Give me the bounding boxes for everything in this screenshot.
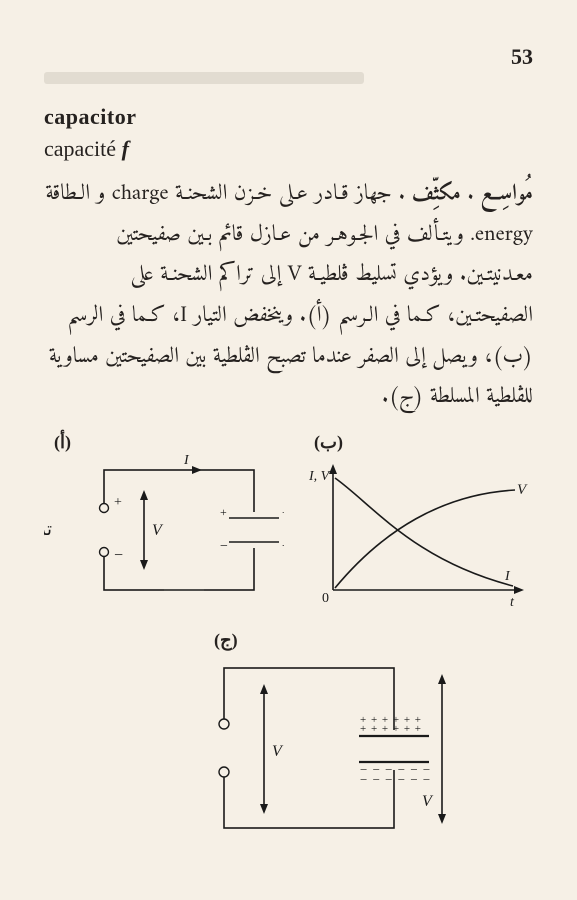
arabic-headword-1: مُواسِع (481, 174, 533, 213)
i-curve-label: I (504, 569, 511, 584)
svg-text:−: − (282, 539, 284, 554)
headword-french-gender: f (122, 136, 129, 161)
svg-text:−: − (220, 539, 228, 554)
origin-label: 0 (322, 591, 329, 606)
fig-c-label: (ج) (214, 630, 238, 651)
t-axis-label: t (510, 595, 515, 610)
header-smudge (44, 72, 364, 84)
i-label-a: I (183, 453, 190, 468)
v-right-c: V (422, 793, 434, 810)
svg-text:+: + (220, 505, 227, 519)
svg-text:− − − − − −: − − − − − − (360, 772, 431, 787)
definition-paragraph: مُواسِع . مكثِّف . جهاز قـادر عـلى خـزن … (44, 174, 533, 418)
page-number: 53 (511, 44, 533, 70)
fig-a-svg: + − + + − − V I تزويد (44, 450, 284, 620)
v-label-a: V (152, 522, 164, 539)
svg-text:+ + + + + +: + + + + + + (360, 714, 422, 726)
v-curve-label: V (517, 482, 528, 498)
minus-sign: − (114, 547, 123, 564)
supply-label: تزويد (44, 519, 52, 540)
headword-french: capacité f (44, 136, 533, 162)
svg-text:+: + (282, 505, 284, 519)
fig-b-svg: I, V 0 t V I (303, 450, 533, 620)
figures-area: (أ) (ب) + − + + − (44, 432, 533, 852)
arabic-headword-2: مكثِّف (412, 174, 461, 213)
v-left-c: V (272, 743, 284, 760)
plus-sign: + (114, 495, 122, 510)
iv-axis-label: I, V (308, 469, 331, 484)
headword-english: capacitor (44, 104, 533, 130)
fig-c-svg: + + + + + + + + + + + + − − − − − − − − … (154, 650, 454, 860)
headword-french-word: capacité (44, 136, 116, 161)
